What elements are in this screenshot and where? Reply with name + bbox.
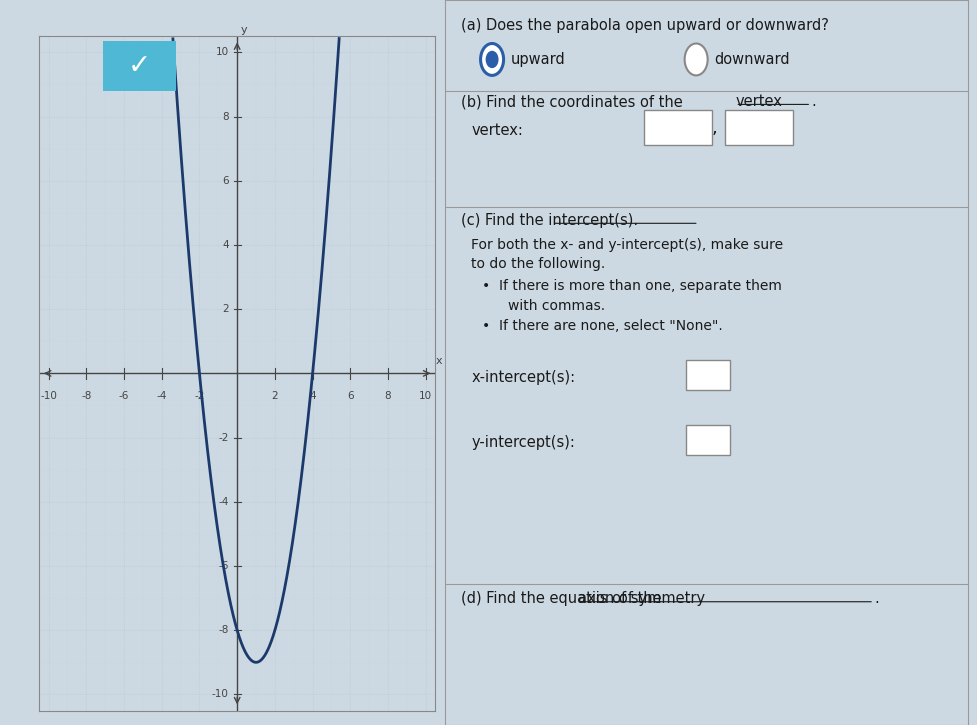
Text: -6: -6 [118,391,129,401]
Text: .: . [873,591,878,606]
Text: -6: -6 [218,561,229,571]
FancyBboxPatch shape [643,110,711,145]
Text: (c) Find the intercept(s).: (c) Find the intercept(s). [460,213,637,228]
Text: -4: -4 [156,391,167,401]
Text: (a) Does the parabola open upward or downward?: (a) Does the parabola open upward or dow… [460,18,828,33]
Text: -2: -2 [218,433,229,442]
Text: 4: 4 [222,240,229,250]
Text: •  If there are none, select "None".: • If there are none, select "None". [481,319,722,333]
FancyBboxPatch shape [685,425,730,455]
Text: vertex:: vertex: [471,123,523,138]
Text: -10: -10 [212,689,229,700]
FancyBboxPatch shape [685,360,730,390]
Text: 2: 2 [222,304,229,314]
Text: 2: 2 [272,391,277,401]
Text: (b) Find the coordinates of the: (b) Find the coordinates of the [460,94,687,109]
Text: -8: -8 [218,625,229,635]
Text: -2: -2 [194,391,204,401]
Text: x: x [435,355,442,365]
Text: downward: downward [714,52,789,67]
Text: ,: , [711,119,716,136]
Text: upward: upward [510,52,565,67]
Text: y-intercept(s):: y-intercept(s): [471,435,574,450]
Text: For both the x- and y-intercept(s), make sure: For both the x- and y-intercept(s), make… [471,238,783,252]
Text: 8: 8 [222,112,229,122]
Text: with commas.: with commas. [507,299,605,312]
Text: -8: -8 [81,391,92,401]
Text: -10: -10 [40,391,57,401]
Text: 10: 10 [419,391,432,401]
Circle shape [480,44,503,75]
Text: •  If there is more than one, separate them: • If there is more than one, separate th… [481,279,781,293]
Circle shape [684,44,707,75]
Text: y: y [240,25,247,35]
Text: x-intercept(s):: x-intercept(s): [471,370,574,385]
Text: ✓: ✓ [128,52,150,80]
Text: 6: 6 [222,175,229,186]
Text: 4: 4 [309,391,316,401]
Text: to do the following.: to do the following. [471,257,605,271]
FancyBboxPatch shape [724,110,792,145]
Text: axis of symmetry: axis of symmetry [577,591,704,606]
Text: .: . [811,94,815,109]
Text: 6: 6 [347,391,354,401]
Text: (d) Find the equation of the: (d) Find the equation of the [460,591,665,606]
Text: -4: -4 [218,497,229,507]
Text: vertex: vertex [735,94,782,109]
Circle shape [486,51,497,67]
Text: 10: 10 [215,47,229,57]
Text: 8: 8 [384,391,391,401]
